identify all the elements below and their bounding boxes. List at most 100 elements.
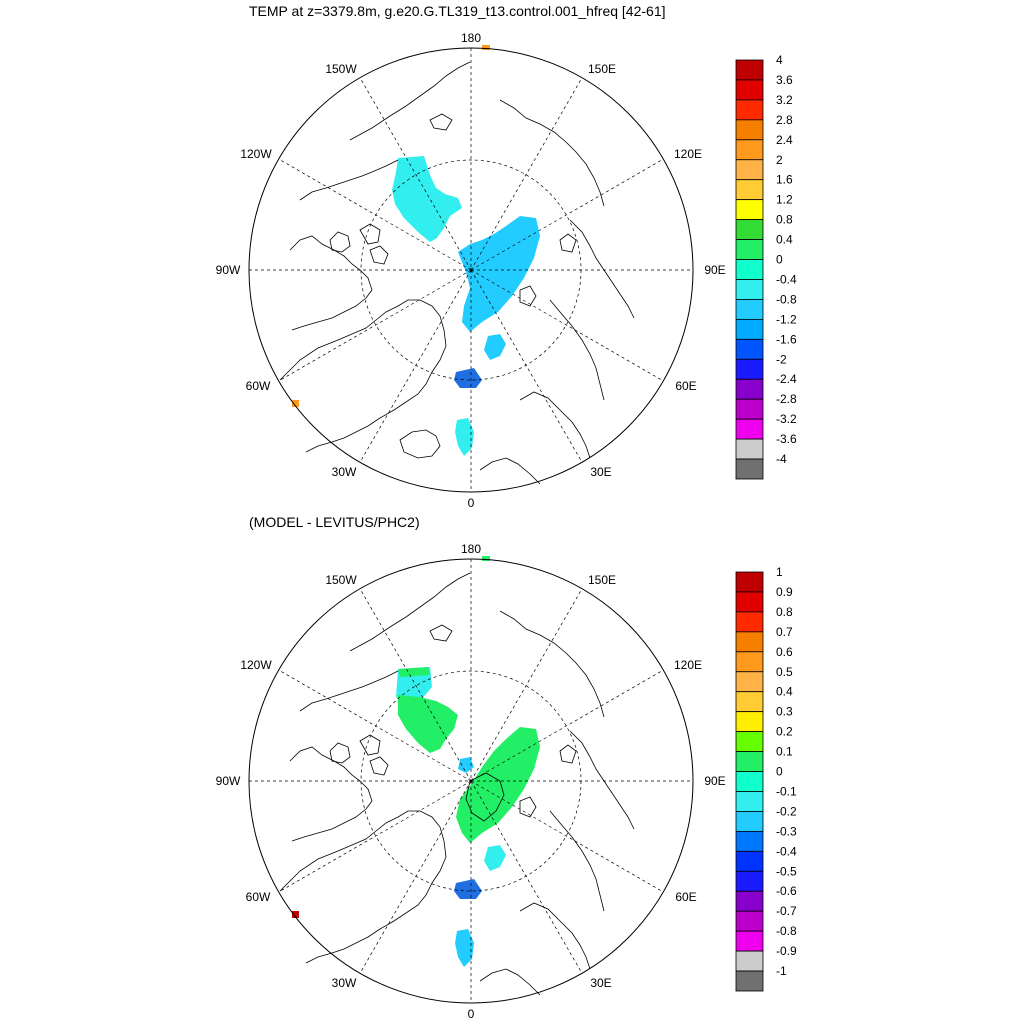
colorbar-swatch	[735, 771, 764, 792]
lon-label-150w: 150W	[325, 62, 357, 76]
colorbar-swatch	[735, 199, 764, 221]
colorbar-swatch	[735, 611, 764, 633]
coastlines	[279, 572, 635, 996]
blue-patch-fram-strait	[454, 879, 482, 899]
colorbar-label: -1	[776, 964, 787, 978]
colorbar-swatch	[735, 811, 764, 832]
cyan-patch-small-1	[484, 334, 506, 360]
colorbar-label: -4	[776, 452, 787, 466]
colorbar-swatch	[735, 99, 764, 121]
colorbar-label: -2.8	[776, 392, 797, 406]
data-patches	[292, 556, 540, 967]
green-patch-eurasian-basin	[456, 727, 540, 843]
colorbar-swatch	[735, 910, 764, 932]
colorbar-swatch	[735, 970, 764, 992]
lon-label-90e: 90E	[704, 263, 725, 277]
graticule	[249, 559, 693, 1003]
map-boundary	[248, 558, 694, 1004]
colorbar-label: 0.6	[776, 645, 793, 659]
colorbar-label: -2.4	[776, 372, 797, 386]
lon-label-150w: 150W	[325, 573, 357, 587]
colorbar-label: -0.1	[776, 784, 797, 798]
colorbar-label: 0.4	[776, 233, 793, 247]
colorbar-swatch	[735, 259, 764, 280]
coastlines	[279, 61, 635, 485]
colorbar-swatch	[735, 59, 764, 81]
colorbar-label: -0.8	[776, 924, 797, 938]
lon-label-150e: 150E	[588, 62, 616, 76]
lon-label-180: 180	[461, 31, 481, 45]
graticule	[249, 48, 693, 492]
colorbar-label: 3.2	[776, 93, 793, 107]
colorbar-swatch	[735, 378, 764, 400]
colorbar-swatch	[735, 338, 764, 360]
green-patch-top-strip	[398, 667, 430, 677]
colorbar-label: -1.6	[776, 332, 797, 346]
green-patch-canada-basin	[398, 695, 458, 753]
lon-label-90w: 90W	[216, 774, 241, 788]
lon-label-60e: 60E	[675, 890, 696, 904]
orange-patch-corner	[292, 400, 299, 407]
colorbar-swatch	[735, 830, 764, 852]
colorbar-swatch	[735, 79, 764, 101]
panel-title: (MODEL - LEVITUS/PHC2)	[249, 514, 420, 530]
colorbar-label: -0.4	[776, 844, 797, 858]
lon-label-120e: 120E	[674, 147, 702, 161]
colorbar-swatch	[735, 159, 764, 181]
colorbar-label: 0.9	[776, 585, 793, 599]
colorbar-swatch	[735, 398, 764, 420]
colorbar-label: -0.7	[776, 904, 797, 918]
blue-patch-fram-strait	[454, 368, 482, 388]
colorbar-label: -0.4	[776, 272, 797, 286]
colorbar-label: -0.6	[776, 884, 797, 898]
colorbar-label: -0.9	[776, 944, 797, 958]
lon-label-60e: 60E	[675, 379, 696, 393]
panel-top: TEMP at z=3379.8m, g.e20.G.TL319_t13.con…	[216, 3, 797, 510]
panel-title: TEMP at z=3379.8m, g.e20.G.TL319_t13.con…	[249, 3, 666, 19]
panel-bottom: (MODEL - LEVITUS/PHC2)	[216, 514, 797, 1021]
green-patch-top	[482, 556, 490, 561]
colorbar-swatch	[735, 418, 764, 440]
colorbar: 1 0.9 0.8 0.7 0.6 0.5 0.4 0.3 0.2 0.1 0 -0.1 -0.2 -0.…	[735, 565, 797, 992]
colorbar-label: 2.4	[776, 133, 793, 147]
colorbar-label: 1.6	[776, 173, 793, 187]
colorbar-swatch	[735, 691, 764, 713]
colorbar-label: 0.4	[776, 685, 793, 699]
lon-label-30e: 30E	[590, 976, 611, 990]
cyan-patch-small-1	[484, 845, 506, 871]
colorbar-label: -3.6	[776, 432, 797, 446]
lon-label-0: 0	[468, 496, 475, 510]
colorbar-swatch	[735, 299, 764, 320]
colorbar-swatch	[735, 279, 764, 300]
colorbar-swatch	[735, 651, 764, 673]
colorbar-label: 4	[776, 53, 783, 67]
colorbar-swatch	[735, 950, 764, 972]
colorbar-swatch	[735, 119, 764, 141]
colorbar-label: 0.8	[776, 605, 793, 619]
colorbar-swatch	[735, 571, 764, 593]
colorbar-label: 0.7	[776, 625, 793, 639]
polar-map	[248, 556, 694, 1004]
colorbar-label: 2	[776, 153, 783, 167]
lon-label-30e: 30E	[590, 465, 611, 479]
cyan-patch-canada-basin	[392, 156, 462, 242]
colorbar-label: 0.2	[776, 725, 793, 739]
colorbar-swatch	[735, 219, 764, 240]
lon-label-30w: 30W	[332, 976, 357, 990]
colorbar-label: 0	[776, 765, 783, 779]
colorbar-label: -3.2	[776, 412, 797, 426]
colorbar-label: 0.3	[776, 705, 793, 719]
colorbar-swatch	[735, 671, 764, 693]
map-boundary	[248, 47, 694, 493]
cyan-patch-eurasian-basin	[458, 216, 540, 332]
colorbar-label: 3.6	[776, 73, 793, 87]
lon-label-30w: 30W	[332, 465, 357, 479]
polar-map	[248, 45, 694, 493]
colorbar-swatch	[735, 179, 764, 201]
colorbar-swatch	[735, 850, 764, 872]
longitude-labels: 180 150W 150E 120W 120E 90W 90E 60W 60E …	[216, 31, 726, 510]
colorbar-label: -0.3	[776, 824, 797, 838]
colorbar-swatch	[735, 791, 764, 812]
lon-label-150e: 150E	[588, 573, 616, 587]
lon-label-120w: 120W	[240, 147, 272, 161]
